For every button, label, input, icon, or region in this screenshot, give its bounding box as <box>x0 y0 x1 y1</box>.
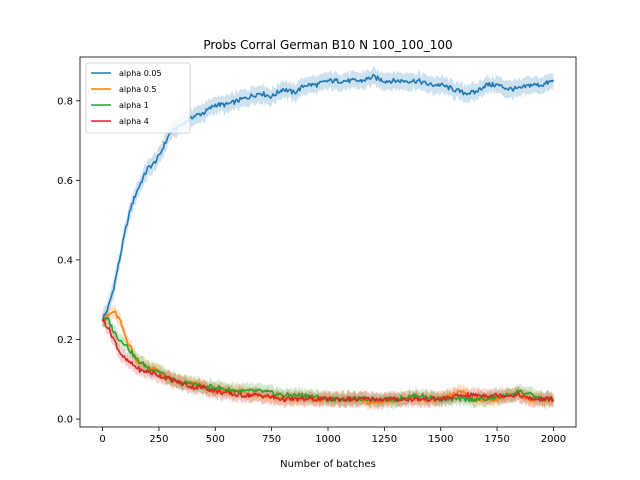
legend-label: alpha 0.5 <box>119 85 156 94</box>
series-band-0 <box>102 65 554 330</box>
x-tick-label: 1000 <box>315 434 340 445</box>
chart-title: Probs Corral German B10 N 100_100_100 <box>203 38 452 52</box>
confidence-bands <box>102 65 554 411</box>
legend-label: alpha 4 <box>119 117 149 126</box>
y-tick-label: 0.6 <box>57 176 73 187</box>
x-tick-label: 500 <box>206 434 225 445</box>
x-tick-label: 1750 <box>484 434 509 445</box>
legend-label: alpha 1 <box>119 101 149 110</box>
y-axis-ticks: 0.0 0.2 0.4 0.6 0.8 <box>57 96 80 426</box>
x-tick-label: 0 <box>99 434 105 445</box>
y-tick-label: 0.2 <box>57 335 73 346</box>
series-line-3 <box>101 318 555 403</box>
series-band-3 <box>102 312 554 410</box>
legend-box <box>85 62 191 134</box>
x-axis-ticks: 0 250 500 750 1000 1250 1500 1750 2000 <box>99 427 566 445</box>
series-band-2 <box>102 311 554 409</box>
x-tick-label: 1250 <box>372 434 397 445</box>
legend-label: alpha 0.05 <box>119 69 162 78</box>
y-tick-label: 0.4 <box>57 255 73 266</box>
x-axis-label: Number of batches <box>280 459 376 470</box>
x-tick-label: 250 <box>149 434 168 445</box>
x-tick-label: 1500 <box>428 434 453 445</box>
x-tick-label: 2000 <box>541 434 566 445</box>
legend: alpha 0.05 alpha 0.5 alpha 1 alpha 4 <box>85 62 191 134</box>
y-tick-label: 0.8 <box>57 96 73 107</box>
series-lines <box>101 73 555 406</box>
x-tick-label: 750 <box>262 434 281 445</box>
y-tick-label: 0.0 <box>57 415 73 426</box>
series-band-1 <box>102 304 554 411</box>
